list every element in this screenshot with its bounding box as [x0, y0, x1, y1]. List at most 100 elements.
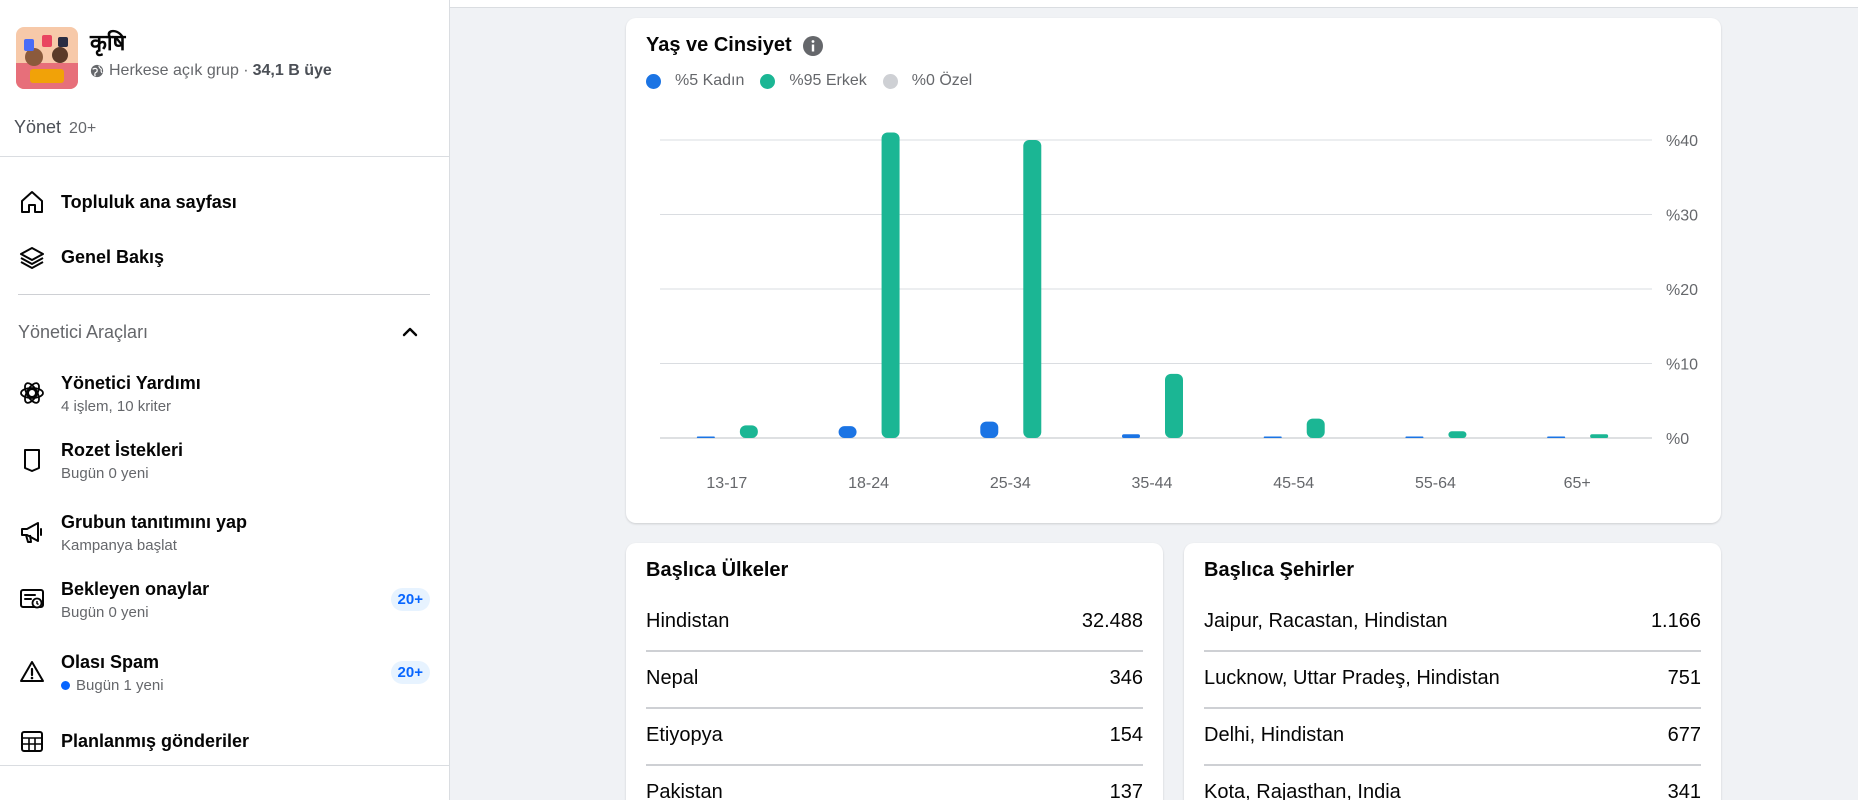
- bar-male-45-54[interactable]: [1306, 418, 1325, 438]
- admin-tool-potential-spam[interactable]: Olası Spam Bugün 1 yeni 20+: [18, 650, 430, 694]
- country-count: 137: [1109, 781, 1143, 800]
- tool-title: Grubun tanıtımını yap: [61, 512, 248, 532]
- nav-label: Genel Bakış: [61, 246, 165, 267]
- bar-male-55-64[interactable]: [1448, 431, 1467, 438]
- group-member-count: 34,1 B üye: [252, 62, 332, 79]
- list-item: Nepal 346: [646, 652, 1143, 709]
- tool-title: Rozet İstekleri: [61, 440, 184, 460]
- top-cities-list: Jaipur, Racastan, Hindistan 1.166 Lucknow…: [1204, 595, 1701, 800]
- home-icon: [18, 188, 46, 216]
- admin-tool-admin-assist[interactable]: Yönetici Yardımı 4 işlem, 10 kriter: [18, 371, 430, 415]
- city-name: Delhi, Hindistan: [1204, 724, 1345, 746]
- tool-subtitle: Bugün 0 yeni: [61, 465, 149, 482]
- city-name: Kota, Rajasthan, India: [1204, 781, 1401, 800]
- bar-female-55-64[interactable]: [1405, 436, 1424, 439]
- bar-male-25-34[interactable]: [1023, 140, 1042, 438]
- admin-assist-icon: [18, 379, 46, 407]
- bar-female-35-44[interactable]: [1122, 434, 1140, 438]
- warning-icon: [18, 658, 46, 686]
- bar-female-45-54[interactable]: [1263, 436, 1282, 439]
- list-item: Delhi, Hindistan 677: [1204, 709, 1701, 766]
- nav-label: Topluluk ana sayfası: [61, 191, 237, 212]
- chevron-up-icon[interactable]: [398, 320, 422, 344]
- y-tick-label: %30: [1666, 208, 1698, 225]
- city-count: 1.166: [1650, 610, 1701, 632]
- top-bar: [450, 0, 1858, 8]
- bar-female-18-24[interactable]: [838, 426, 857, 438]
- nav-item-community-home[interactable]: Topluluk ana sayfası: [18, 188, 237, 216]
- globe-icon: [90, 64, 104, 78]
- group-avatar[interactable]: [16, 27, 78, 89]
- info-icon[interactable]: [802, 35, 824, 57]
- admin-tool-pending-approvals[interactable]: Bekleyen onaylar Bugün 0 yeni 20+: [18, 577, 430, 621]
- age-gender-card: Yaş ve Cinsiyet %5 Kadın %95 Erkek %0 Öz…: [626, 18, 1721, 523]
- legend-item-male: %95 Erkek: [760, 72, 867, 90]
- group-name[interactable]: कृषि: [90, 31, 126, 56]
- admin-tools-title: Yönetici Araçları: [18, 321, 149, 342]
- country-name: Nepal: [646, 667, 699, 689]
- divider: [0, 156, 449, 157]
- legend-label: %95 Erkek: [789, 72, 867, 89]
- tool-subtitle-row: Bugün 1 yeni: [61, 677, 391, 694]
- city-name: Lucknow, Uttar Pradeş, Hindistan: [1204, 667, 1500, 689]
- bar-female-25-34[interactable]: [980, 421, 999, 438]
- x-tick-label: 65+: [1564, 475, 1591, 492]
- admin-tool-scheduled-posts[interactable]: Planlanmış gönderiler: [18, 727, 430, 755]
- bar-male-65+[interactable]: [1590, 434, 1609, 438]
- legend-item-female: %5 Kadın: [646, 72, 744, 90]
- top-countries-list: Hindistan 32.488 Nepal 346 Etiyopya 154 Pak…: [646, 595, 1143, 800]
- megaphone-icon: [18, 518, 46, 546]
- legend-item-private: %0 Özel: [882, 72, 972, 90]
- layers-icon: [18, 243, 46, 271]
- x-tick-label: 45-54: [1273, 475, 1314, 492]
- group-header[interactable]: कृषि Herkese açık grup · 34,1 B üye: [16, 27, 332, 89]
- group-meta: Herkese açık grup · 34,1 B üye: [90, 62, 332, 80]
- x-tick-label: 55-64: [1415, 475, 1456, 492]
- city-name: Jaipur, Racastan, Hindistan: [1204, 610, 1448, 632]
- count-badge: 20+: [390, 587, 430, 611]
- admin-tool-promote-group[interactable]: Grubun tanıtımını yap Kampanya başlat: [18, 510, 430, 554]
- group-privacy: Herkese açık grup ·: [109, 62, 249, 79]
- bar-male-18-24[interactable]: [881, 132, 900, 439]
- list-item: Hindistan 32.488: [646, 595, 1143, 652]
- tool-subtitle: Bugün 0 yeni: [61, 604, 149, 621]
- country-name: Etiyopya: [646, 724, 723, 746]
- bar-male-35-44[interactable]: [1165, 373, 1183, 438]
- y-tick-label: %20: [1666, 282, 1698, 299]
- badge-request-icon: [18, 446, 46, 474]
- city-count: 341: [1667, 781, 1701, 800]
- tool-subtitle: 4 işlem, 10 kriter: [61, 398, 172, 415]
- new-indicator-dot: [61, 681, 70, 690]
- bar-female-13-17[interactable]: [696, 436, 715, 439]
- tool-title: Olası Spam: [61, 652, 160, 672]
- list-item: Lucknow, Uttar Pradeş, Hindistan 751: [1204, 652, 1701, 709]
- city-count: 677: [1667, 724, 1701, 746]
- manage-count: 20+: [69, 120, 97, 137]
- country-count: 32.488: [1081, 610, 1143, 632]
- sidebar: कृषि Herkese açık grup · 34,1 B üye Yöne…: [0, 0, 450, 800]
- manage-label: Yönet: [14, 117, 62, 137]
- legend-label: %5 Kadın: [675, 72, 745, 89]
- bar-male-13-17[interactable]: [739, 425, 758, 438]
- manage-header: Yönet 20+: [14, 117, 96, 138]
- tool-title: Bekleyen onaylar: [61, 579, 210, 599]
- admin-tools-header[interactable]: Yönetici Araçları: [18, 320, 422, 344]
- y-tick-label: %10: [1666, 357, 1698, 374]
- top-countries-card: Başlıca Ülkeler Hindistan 32.488 Nepal 346…: [626, 543, 1163, 800]
- tool-subtitle: Kampanya başlat: [61, 537, 177, 554]
- legend-dot: [760, 73, 776, 89]
- nav-item-overview[interactable]: Genel Bakış: [18, 243, 164, 271]
- city-count: 751: [1667, 667, 1701, 689]
- list-item: Pakistan 137: [646, 766, 1143, 800]
- calendar-icon: [18, 727, 46, 755]
- admin-tool-badge-requests[interactable]: Rozet İstekleri Bugün 0 yeni: [18, 438, 430, 482]
- x-tick-label: 25-34: [990, 475, 1031, 492]
- y-tick-label: %40: [1666, 133, 1698, 150]
- bar-female-65+[interactable]: [1547, 436, 1566, 439]
- list-item: Jaipur, Racastan, Hindistan 1.166: [1204, 595, 1701, 652]
- chart-title-text: Yaş ve Cinsiyet: [646, 34, 792, 56]
- tool-title: Planlanmış gönderiler: [61, 731, 250, 751]
- country-name: Hindistan: [646, 610, 730, 632]
- x-tick-label: 13-17: [706, 475, 747, 492]
- chart-legend: %5 Kadın %95 Erkek %0 Özel: [646, 72, 988, 90]
